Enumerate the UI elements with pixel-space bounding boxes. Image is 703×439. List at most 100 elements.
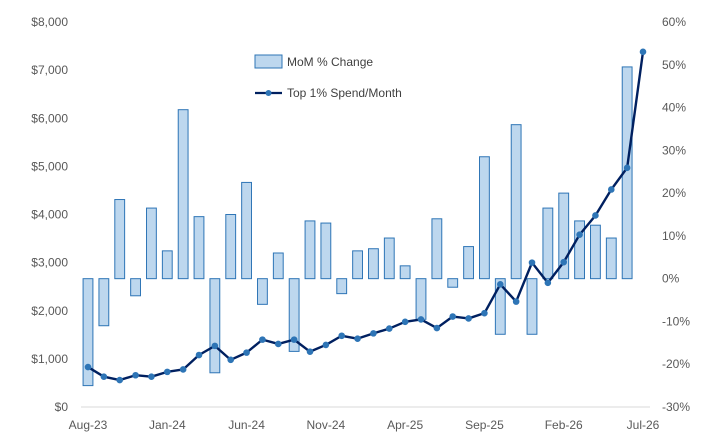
spend-point-Mar-25: [385, 325, 393, 332]
spend-point-Aug-25: [465, 315, 472, 322]
bar-Jan-26: [542, 207, 554, 280]
line-layer: [84, 48, 647, 384]
left-axis-tick-label: $8,000: [31, 15, 68, 29]
bar-Sep-24: [288, 278, 300, 352]
bar-Apr-25: [399, 265, 411, 280]
spend-point-Jan-24: [163, 368, 171, 376]
bar-Feb-25: [368, 248, 379, 280]
left-axis-tick-label: $3,000: [31, 256, 68, 270]
left-axis-tick-label: $1,000: [31, 352, 68, 366]
spend-point-May-26: [607, 186, 615, 193]
bar-Jul-24: [257, 278, 268, 305]
spend-point-Oct-25: [496, 280, 504, 288]
left-axis-tick-label: $7,000: [31, 63, 68, 77]
bar-Jul-25: [447, 278, 459, 288]
spend-point-Sep-25: [481, 309, 488, 317]
left-axis-tick-label: $0: [55, 400, 69, 414]
spend-point-Apr-26: [592, 212, 599, 219]
spend-point-Dec-25: [528, 259, 536, 266]
spend-point-Apr-24: [211, 342, 219, 350]
bar-Dec-25: [526, 278, 538, 335]
spend-point-Jun-24: [243, 349, 250, 356]
spend-point-Dec-24: [338, 332, 346, 340]
spend-point-Nov-25: [512, 298, 520, 305]
spend-point-Aug-24: [274, 340, 282, 348]
right-axis-tick-label: -10%: [662, 314, 690, 328]
left-axis-tick-label: $4,000: [31, 208, 68, 222]
bar-Aug-25: [463, 246, 474, 280]
spend-point-Apr-25: [401, 318, 409, 326]
right-axis-tick-label: 20%: [662, 186, 686, 200]
right-axis-tick-label: 10%: [662, 229, 686, 243]
spend-point-May-25: [417, 316, 425, 323]
x-axis-tick-label: Sep-25: [465, 418, 504, 432]
spend-point-May-24: [227, 356, 235, 364]
spend-point-Oct-23: [116, 376, 124, 384]
bars-layer: [82, 66, 633, 387]
x-axis-tick-label: Jan-24: [149, 418, 186, 432]
spend-point-Nov-24: [322, 341, 330, 349]
spend-point-Feb-25: [370, 330, 377, 337]
spend-point-Aug-23: [84, 363, 92, 371]
bar-Sep-23: [98, 278, 110, 327]
legend-bar-swatch: [254, 54, 283, 69]
bar-Jan-25: [352, 250, 363, 280]
right-axis-tick-label: -20%: [662, 357, 690, 371]
bar-Feb-26: [558, 192, 570, 280]
x-axis-tick-label: Aug-23: [69, 418, 108, 432]
spend-point-Mar-26: [576, 231, 583, 239]
bar-Nov-25: [510, 124, 522, 280]
bar-Jan-24: [161, 250, 173, 280]
x-axis-tick-label: Nov-24: [307, 418, 346, 432]
spend-point-Sep-24: [290, 336, 298, 343]
bar-Nov-24: [320, 222, 332, 280]
x-axis-tick-label: Jul-26: [627, 418, 660, 432]
bar-Apr-24: [209, 278, 221, 374]
bar-Jun-24: [241, 181, 252, 280]
right-axis-tick-label: -30%: [662, 400, 690, 414]
legend-bar-label: MoM % Change: [287, 55, 373, 69]
spend-point-Jan-26: [544, 279, 552, 287]
left-axis-tick-label: $2,000: [31, 304, 68, 318]
right-axis-tick-label: 0%: [662, 272, 680, 286]
bar-Aug-24: [272, 252, 284, 280]
bar-Dec-23: [146, 207, 157, 280]
bar-Aug-23: [82, 278, 94, 387]
bar-May-25: [415, 278, 427, 320]
legend: MoM % Change Top 1% Spend/Month: [254, 54, 402, 100]
spend-point-Nov-23: [132, 371, 139, 379]
x-axis-tick-label: Apr-25: [387, 418, 423, 432]
spend-point-Mar-24: [195, 351, 203, 359]
bar-Dec-24: [336, 278, 348, 295]
spend-point-Feb-26: [560, 258, 568, 266]
right-axis-tick-label: 60%: [662, 15, 686, 29]
spend-point-Jan-25: [354, 335, 361, 342]
legend-line-marker: [265, 90, 272, 96]
spend-point-Jul-25: [449, 313, 457, 320]
bar-Mar-26: [574, 220, 585, 280]
bar-Oct-24: [304, 220, 316, 280]
bar-Mar-24: [193, 216, 205, 280]
bar-Nov-23: [130, 278, 141, 297]
spend-point-Feb-24: [179, 366, 187, 373]
spend-point-Jul-26: [639, 48, 647, 56]
bar-Apr-26: [590, 224, 601, 280]
bar-May-24: [225, 214, 237, 280]
bar-Oct-23: [114, 199, 126, 280]
axes-layer: $0 $1,000 $2,000 $3,000 $4,000 $5,000 $6,000 $7…: [31, 15, 690, 432]
spend-point-Dec-23: [148, 373, 155, 380]
bar-Sep-25: [479, 156, 490, 280]
spend-point-Sep-23: [100, 373, 108, 380]
bar-Feb-24: [177, 109, 189, 280]
x-axis-tick-label: Jun-24: [228, 418, 265, 432]
spend-point-Oct-24: [306, 348, 314, 355]
bar-Mar-25: [383, 237, 395, 280]
left-axis-tick-label: $5,000: [31, 159, 68, 173]
spend-point-Jun-26: [623, 164, 631, 172]
left-axis-tick-label: $6,000: [31, 111, 68, 125]
legend-line-label: Top 1% Spend/Month: [287, 86, 402, 100]
spend-point-Jul-24: [259, 336, 266, 343]
right-axis-tick-label: 40%: [662, 101, 686, 115]
